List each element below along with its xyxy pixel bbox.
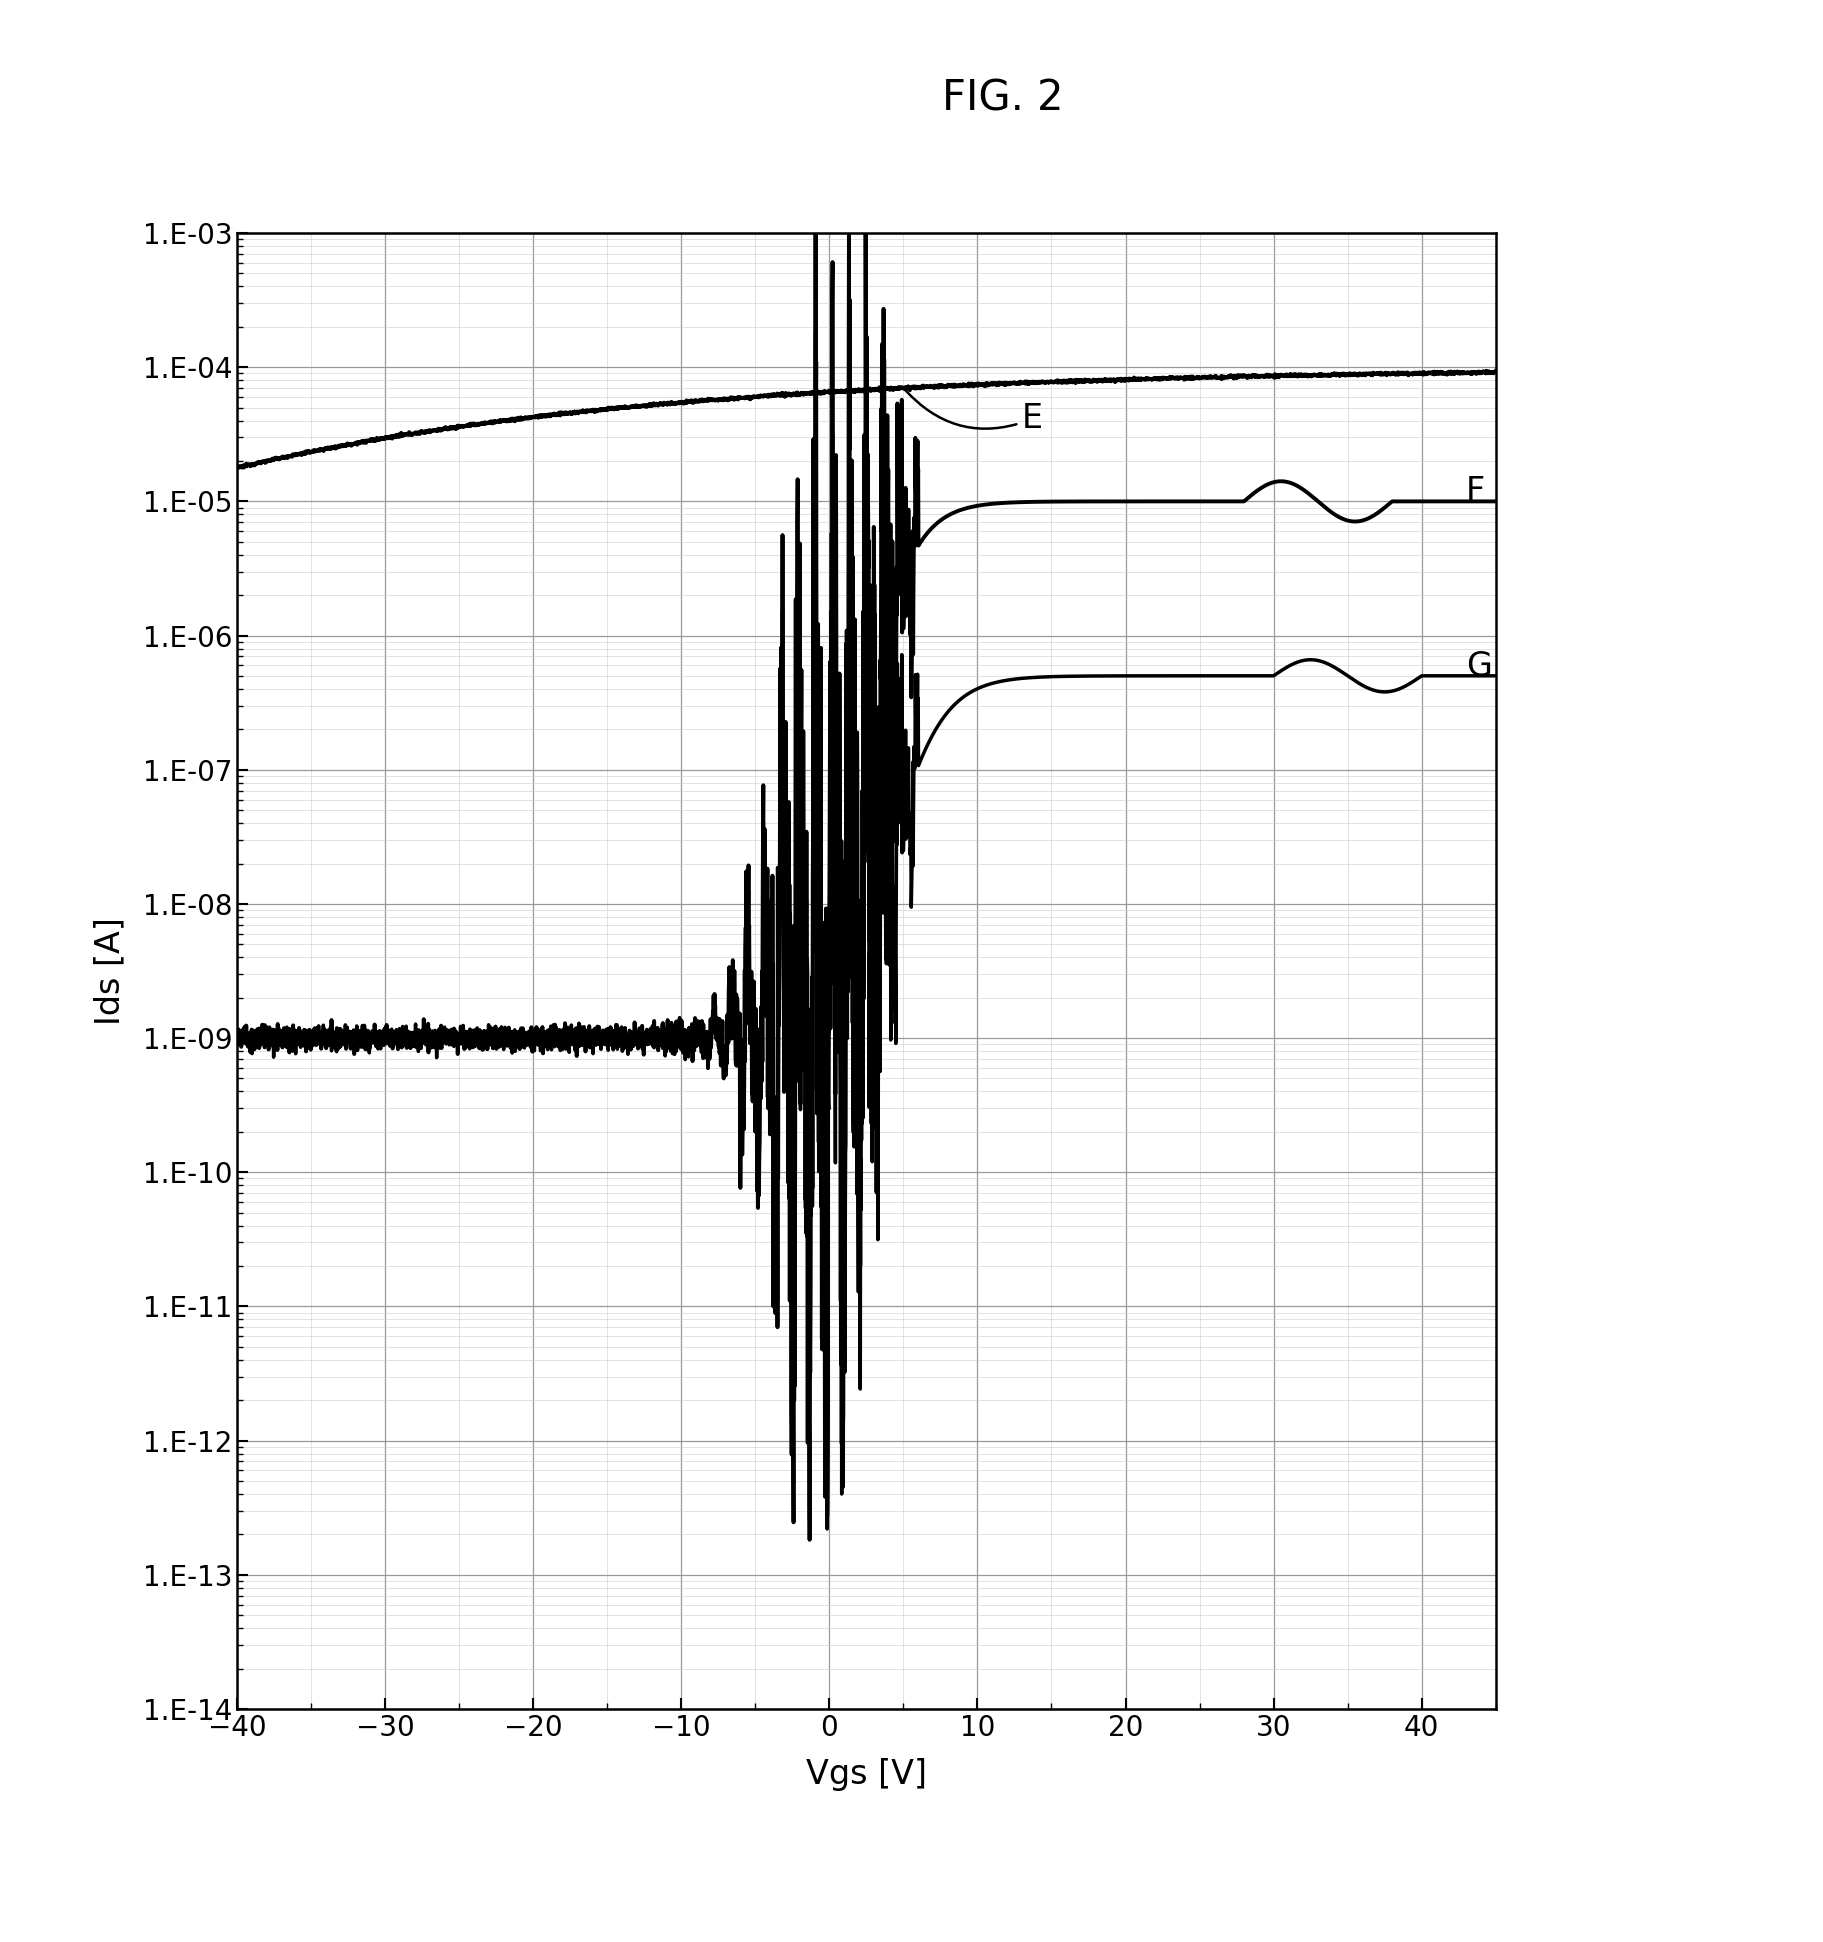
X-axis label: Vgs [V]: Vgs [V] xyxy=(806,1759,926,1791)
Text: F: F xyxy=(1466,476,1484,509)
Text: FIG. 2: FIG. 2 xyxy=(942,78,1063,120)
Y-axis label: Ids [A]: Ids [A] xyxy=(93,917,126,1025)
Text: G: G xyxy=(1466,651,1491,684)
Text: E: E xyxy=(904,390,1043,435)
